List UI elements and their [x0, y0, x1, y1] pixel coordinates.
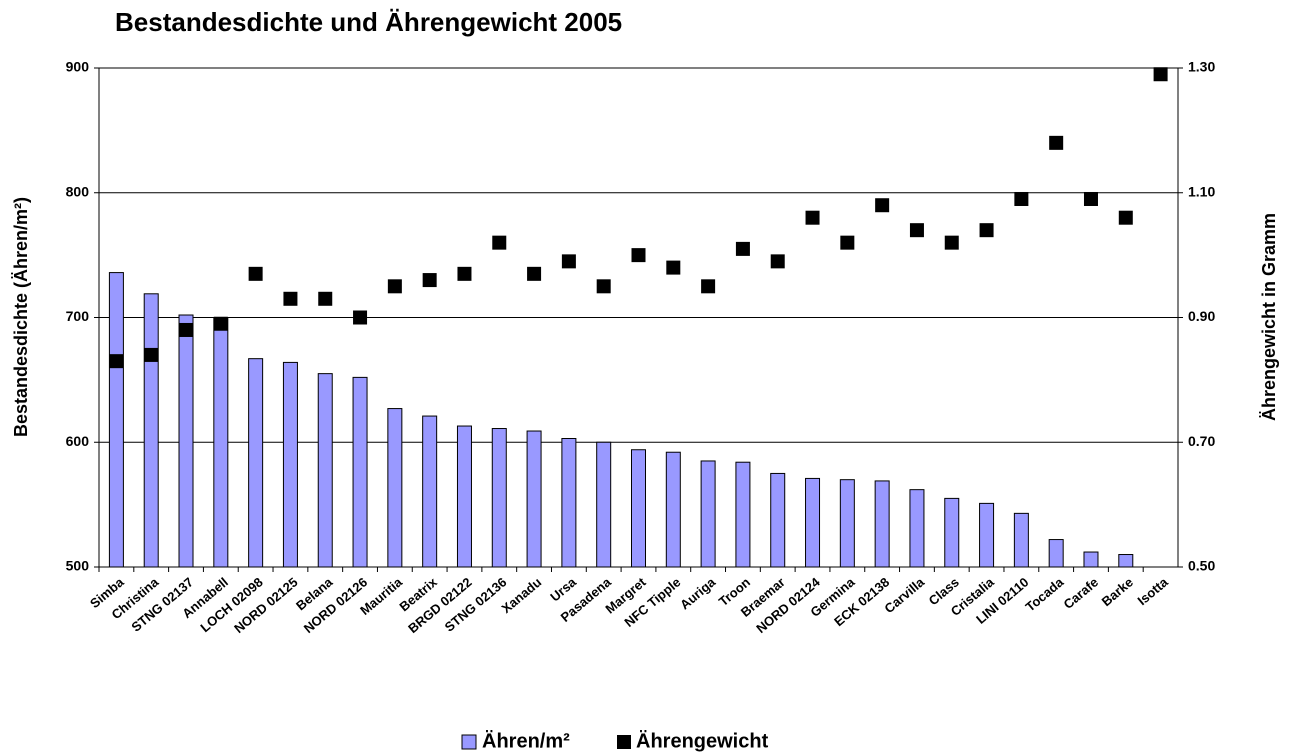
marker [213, 316, 228, 331]
bar [178, 314, 194, 568]
y2-tick-label: 0.70 [1188, 433, 1215, 449]
legend-label: Ähren/m² [482, 729, 570, 752]
y2-axis-label: Ährengewicht in Gramm [1259, 213, 1279, 421]
bar [491, 428, 507, 568]
bar [526, 430, 542, 568]
x-tick-label: Carafe [1060, 574, 1101, 612]
bar [874, 480, 890, 568]
marker [944, 235, 959, 250]
bar [561, 438, 577, 568]
x-tick-label: Tocada [1023, 574, 1067, 615]
marker [561, 254, 576, 269]
chart-title: Bestandesdichte und Ährengewicht 2005 [115, 7, 622, 37]
y-tick-label: 600 [66, 433, 90, 449]
x-tick-label: Xanadu [499, 574, 545, 616]
bar [665, 451, 681, 568]
bar [1013, 512, 1029, 568]
bar [631, 449, 646, 568]
marker [144, 347, 159, 362]
bar [979, 502, 995, 568]
marker [387, 279, 402, 294]
bar [1083, 551, 1099, 568]
marker [283, 291, 298, 306]
x-tick-label: Auriga [677, 574, 719, 612]
bar [422, 415, 438, 568]
marker [596, 279, 611, 294]
bar [735, 461, 751, 568]
marker [701, 279, 716, 294]
marker [875, 198, 890, 213]
marker [353, 310, 368, 325]
y2-tick-label: 1.10 [1188, 183, 1215, 199]
marker [979, 223, 994, 238]
marker [422, 273, 437, 288]
marker [318, 291, 333, 306]
legend-swatch [461, 734, 477, 750]
marker [248, 266, 263, 281]
bar [770, 472, 786, 568]
bar [317, 373, 333, 568]
bar [909, 489, 925, 568]
bar [456, 425, 472, 568]
marker [1049, 135, 1064, 150]
y-tick-label: 900 [66, 59, 90, 75]
marker [631, 248, 646, 263]
marker [1118, 210, 1133, 225]
bar [1118, 554, 1134, 568]
marker [1083, 191, 1098, 206]
x-tick-label: Barke [1099, 574, 1136, 609]
marker [666, 260, 681, 275]
bar [282, 361, 298, 568]
marker [1014, 191, 1029, 206]
bar [108, 272, 124, 568]
bar [248, 358, 264, 568]
y2-tick-label: 0.90 [1188, 308, 1215, 324]
bar [1048, 539, 1064, 568]
legend-swatch [617, 735, 631, 749]
y2-tick-label: 0.50 [1188, 558, 1215, 574]
bar [213, 317, 229, 568]
bar [700, 460, 716, 568]
y-tick-label: 800 [66, 183, 90, 199]
x-tick-label: Carvilla [881, 574, 927, 616]
marker [109, 354, 124, 369]
marker [492, 235, 507, 250]
bar [596, 441, 612, 568]
marker [909, 223, 924, 238]
y-tick-label: 700 [66, 308, 90, 324]
legend-label: Ährengewicht [636, 729, 769, 752]
bar [352, 376, 368, 568]
marker [179, 322, 194, 337]
bar [387, 408, 403, 568]
y-tick-label: 500 [66, 558, 90, 574]
marker [735, 241, 750, 256]
bar [839, 479, 855, 568]
marker [457, 266, 472, 281]
bar [143, 293, 159, 568]
marker [1153, 67, 1168, 82]
bar [805, 477, 821, 568]
marker [805, 210, 820, 225]
marker [770, 254, 785, 269]
y2-tick-label: 1.30 [1188, 59, 1215, 75]
marker [527, 266, 542, 281]
marker [840, 235, 855, 250]
y-axis-label: Bestandesdichte (Ähren/m²) [11, 197, 31, 437]
bar [944, 497, 960, 568]
x-tick-label: Isotta [1135, 574, 1172, 608]
